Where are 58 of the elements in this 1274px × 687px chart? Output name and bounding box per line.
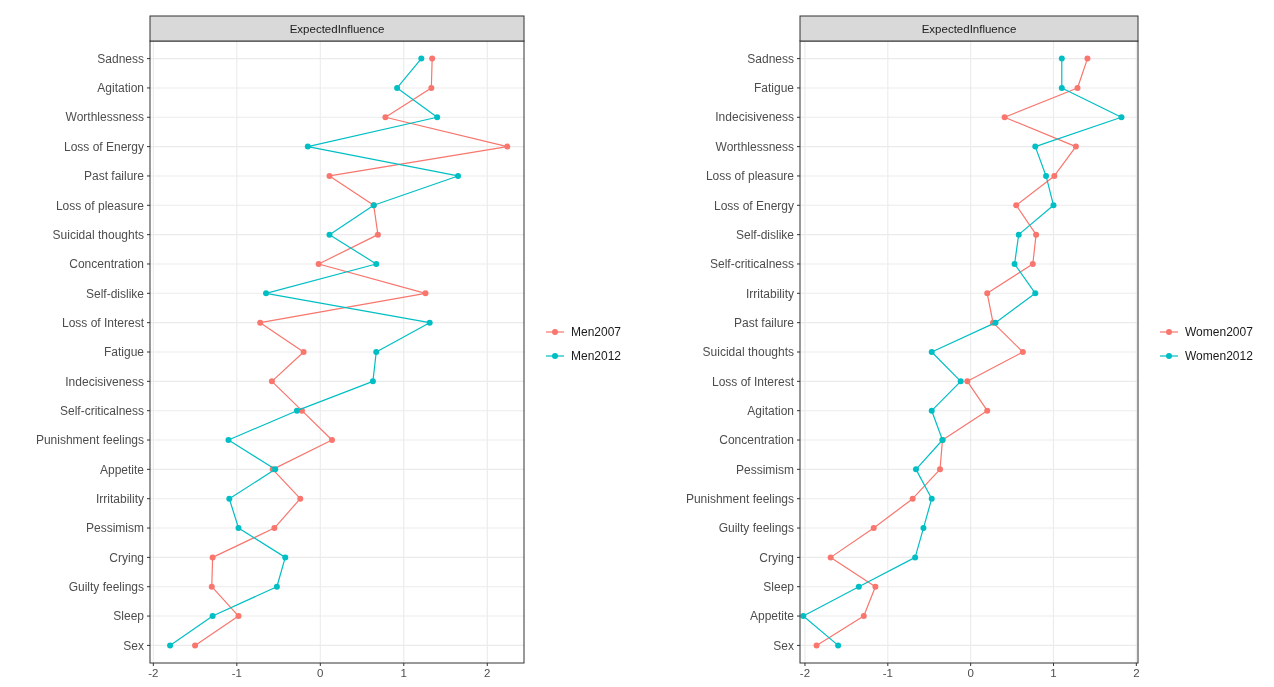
y-tick-label: Self-dislike [85, 286, 145, 301]
y-tick-label: Crying [759, 550, 794, 565]
x-tick-label: -1 [231, 667, 242, 679]
y-tick-label: Pessimism [85, 521, 144, 536]
y-tick-label: Loss of Energy [713, 198, 794, 213]
y-tick-label: Self-dislike [735, 227, 795, 242]
y-tick-label: Concentration [69, 257, 144, 272]
chart-title: ExpectedInfluence [921, 22, 1017, 35]
y-tick-label: Guilty feelings [68, 579, 144, 594]
x-tick-label: 2 [1133, 667, 1140, 679]
x-tick-label: 1 [1050, 667, 1057, 679]
x-tick-label: 0 [317, 667, 324, 679]
y-tick-label: Concentration [719, 433, 794, 448]
y-tick-label: Self-criticalness [59, 403, 144, 418]
y-tick-label: Loss of Energy [63, 139, 144, 154]
y-tick-label: Sleep [113, 609, 145, 624]
x-tick-label: -2 [148, 667, 159, 679]
y-tick-label: Agitation [97, 81, 144, 96]
legend-label: Women2012 [1185, 349, 1254, 364]
y-tick-label: Past failure [733, 315, 795, 330]
x-tick-label: 2 [484, 667, 491, 679]
x-tick-label: 0 [967, 667, 974, 679]
y-tick-label: Sex [773, 638, 794, 653]
y-tick-label: Suicidal thoughts [52, 227, 144, 242]
y-tick-label: Punishment feelings [685, 491, 794, 506]
y-tick-label: Sleep [763, 579, 795, 594]
x-tick-label: 1 [400, 667, 407, 679]
y-tick-label: Suicidal thoughts [702, 345, 794, 360]
y-tick-label: Fatigue [753, 81, 795, 96]
y-tick-label: Past failure [83, 169, 145, 184]
chart-title: ExpectedInfluence [289, 22, 385, 35]
y-tick-label: Appetite [749, 609, 795, 624]
y-tick-label: Indecisiveness [65, 374, 144, 389]
y-tick-label: Sadness [747, 51, 794, 66]
y-tick-label: Sex [123, 638, 144, 653]
y-tick-label: Guilty feelings [718, 521, 794, 536]
y-tick-label: Sadness [97, 51, 144, 66]
y-tick-label: Indecisiveness [715, 110, 794, 125]
y-tick-label: Irritability [745, 286, 794, 301]
legend-label: Men2012 [571, 349, 622, 364]
y-tick-label: Loss of pleasure [55, 198, 145, 213]
y-tick-label: Loss of Interest [711, 374, 795, 389]
y-tick-label: Pessimism [735, 462, 794, 477]
y-tick-label: Self-criticalness [709, 257, 794, 272]
y-tick-label: Loss of Interest [61, 315, 145, 330]
y-tick-label: Worthlessness [65, 110, 144, 125]
y-tick-label: Punishment feelings [35, 433, 144, 448]
legend-label: Women2007 [1185, 325, 1254, 340]
x-tick-label: -2 [799, 667, 811, 679]
y-tick-label: Fatigue [103, 345, 145, 360]
y-tick-label: Worthlessness [715, 139, 794, 154]
legend-label: Men2007 [571, 325, 622, 340]
y-tick-label: Crying [109, 550, 144, 565]
y-tick-label: Loss of pleasure [705, 169, 795, 184]
y-tick-label: Appetite [99, 462, 145, 477]
x-tick-label: -1 [882, 667, 893, 679]
y-tick-label: Irritability [95, 491, 144, 506]
y-tick-label: Agitation [747, 403, 794, 418]
